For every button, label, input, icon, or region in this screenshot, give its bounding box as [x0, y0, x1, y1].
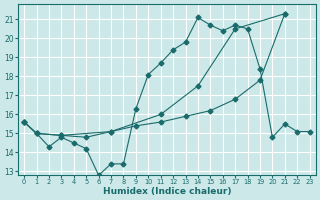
X-axis label: Humidex (Indice chaleur): Humidex (Indice chaleur): [103, 187, 231, 196]
